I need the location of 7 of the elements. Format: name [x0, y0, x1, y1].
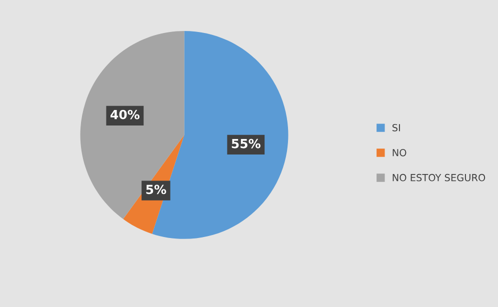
- legend-label: NO: [392, 148, 406, 156]
- pie-slice: [80, 30, 184, 220]
- legend-label: SI: [392, 124, 400, 132]
- legend-label: NO ESTOY SEGURO: [392, 174, 486, 182]
- data-label: 40%: [110, 110, 140, 120]
- data-label: 5%: [146, 184, 166, 194]
- data-label: 55%: [232, 138, 260, 148]
